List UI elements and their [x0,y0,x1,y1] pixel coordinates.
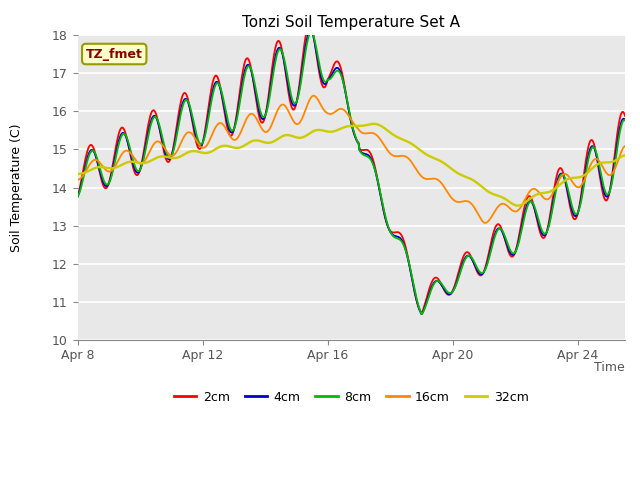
32cm [74,171,81,177]
2cm [348,122,355,128]
8cm [212,81,220,86]
8cm [348,120,355,125]
4cm [212,79,220,84]
32cm [382,127,390,132]
2cm [306,21,314,26]
4cm [621,117,629,123]
16cm [74,177,81,182]
8cm [417,311,425,317]
16cm [382,145,390,151]
8cm [444,289,451,295]
2cm [417,310,425,316]
16cm [212,123,220,129]
Title: Tonzi Soil Temperature Set A: Tonzi Soil Temperature Set A [243,15,460,30]
32cm [514,203,522,208]
2cm [382,219,390,225]
32cm [212,145,220,151]
4cm [348,121,355,127]
16cm [443,188,451,194]
4cm [308,31,316,36]
Y-axis label: Soil Temperature (C): Soil Temperature (C) [10,123,23,252]
4cm [382,218,390,224]
16cm [308,94,316,99]
Line: 32cm: 32cm [77,124,625,205]
Legend: 2cm, 4cm, 8cm, 16cm, 32cm: 2cm, 4cm, 8cm, 16cm, 32cm [169,385,534,408]
Line: 8cm: 8cm [77,32,625,314]
2cm [212,73,220,79]
8cm [74,194,81,200]
32cm [380,125,387,131]
4cm [444,291,451,297]
2cm [308,27,316,33]
Text: Time: Time [595,361,625,374]
Line: 4cm: 4cm [77,31,625,314]
8cm [380,205,387,211]
4cm [417,311,425,317]
32cm [370,121,378,127]
2cm [621,113,629,119]
Text: TZ_fmet: TZ_fmet [86,48,143,60]
4cm [307,28,314,34]
4cm [380,207,387,213]
Line: 2cm: 2cm [77,24,625,313]
8cm [307,29,315,35]
32cm [443,162,451,168]
16cm [380,142,387,147]
32cm [621,153,629,158]
16cm [310,93,317,98]
32cm [308,129,316,135]
8cm [621,117,629,123]
Line: 16cm: 16cm [77,96,625,223]
8cm [308,30,316,36]
16cm [621,144,629,149]
16cm [348,118,355,123]
8cm [382,216,390,222]
2cm [74,193,81,199]
16cm [481,220,489,226]
32cm [347,123,355,129]
4cm [74,194,81,200]
2cm [380,208,387,214]
2cm [444,291,451,297]
